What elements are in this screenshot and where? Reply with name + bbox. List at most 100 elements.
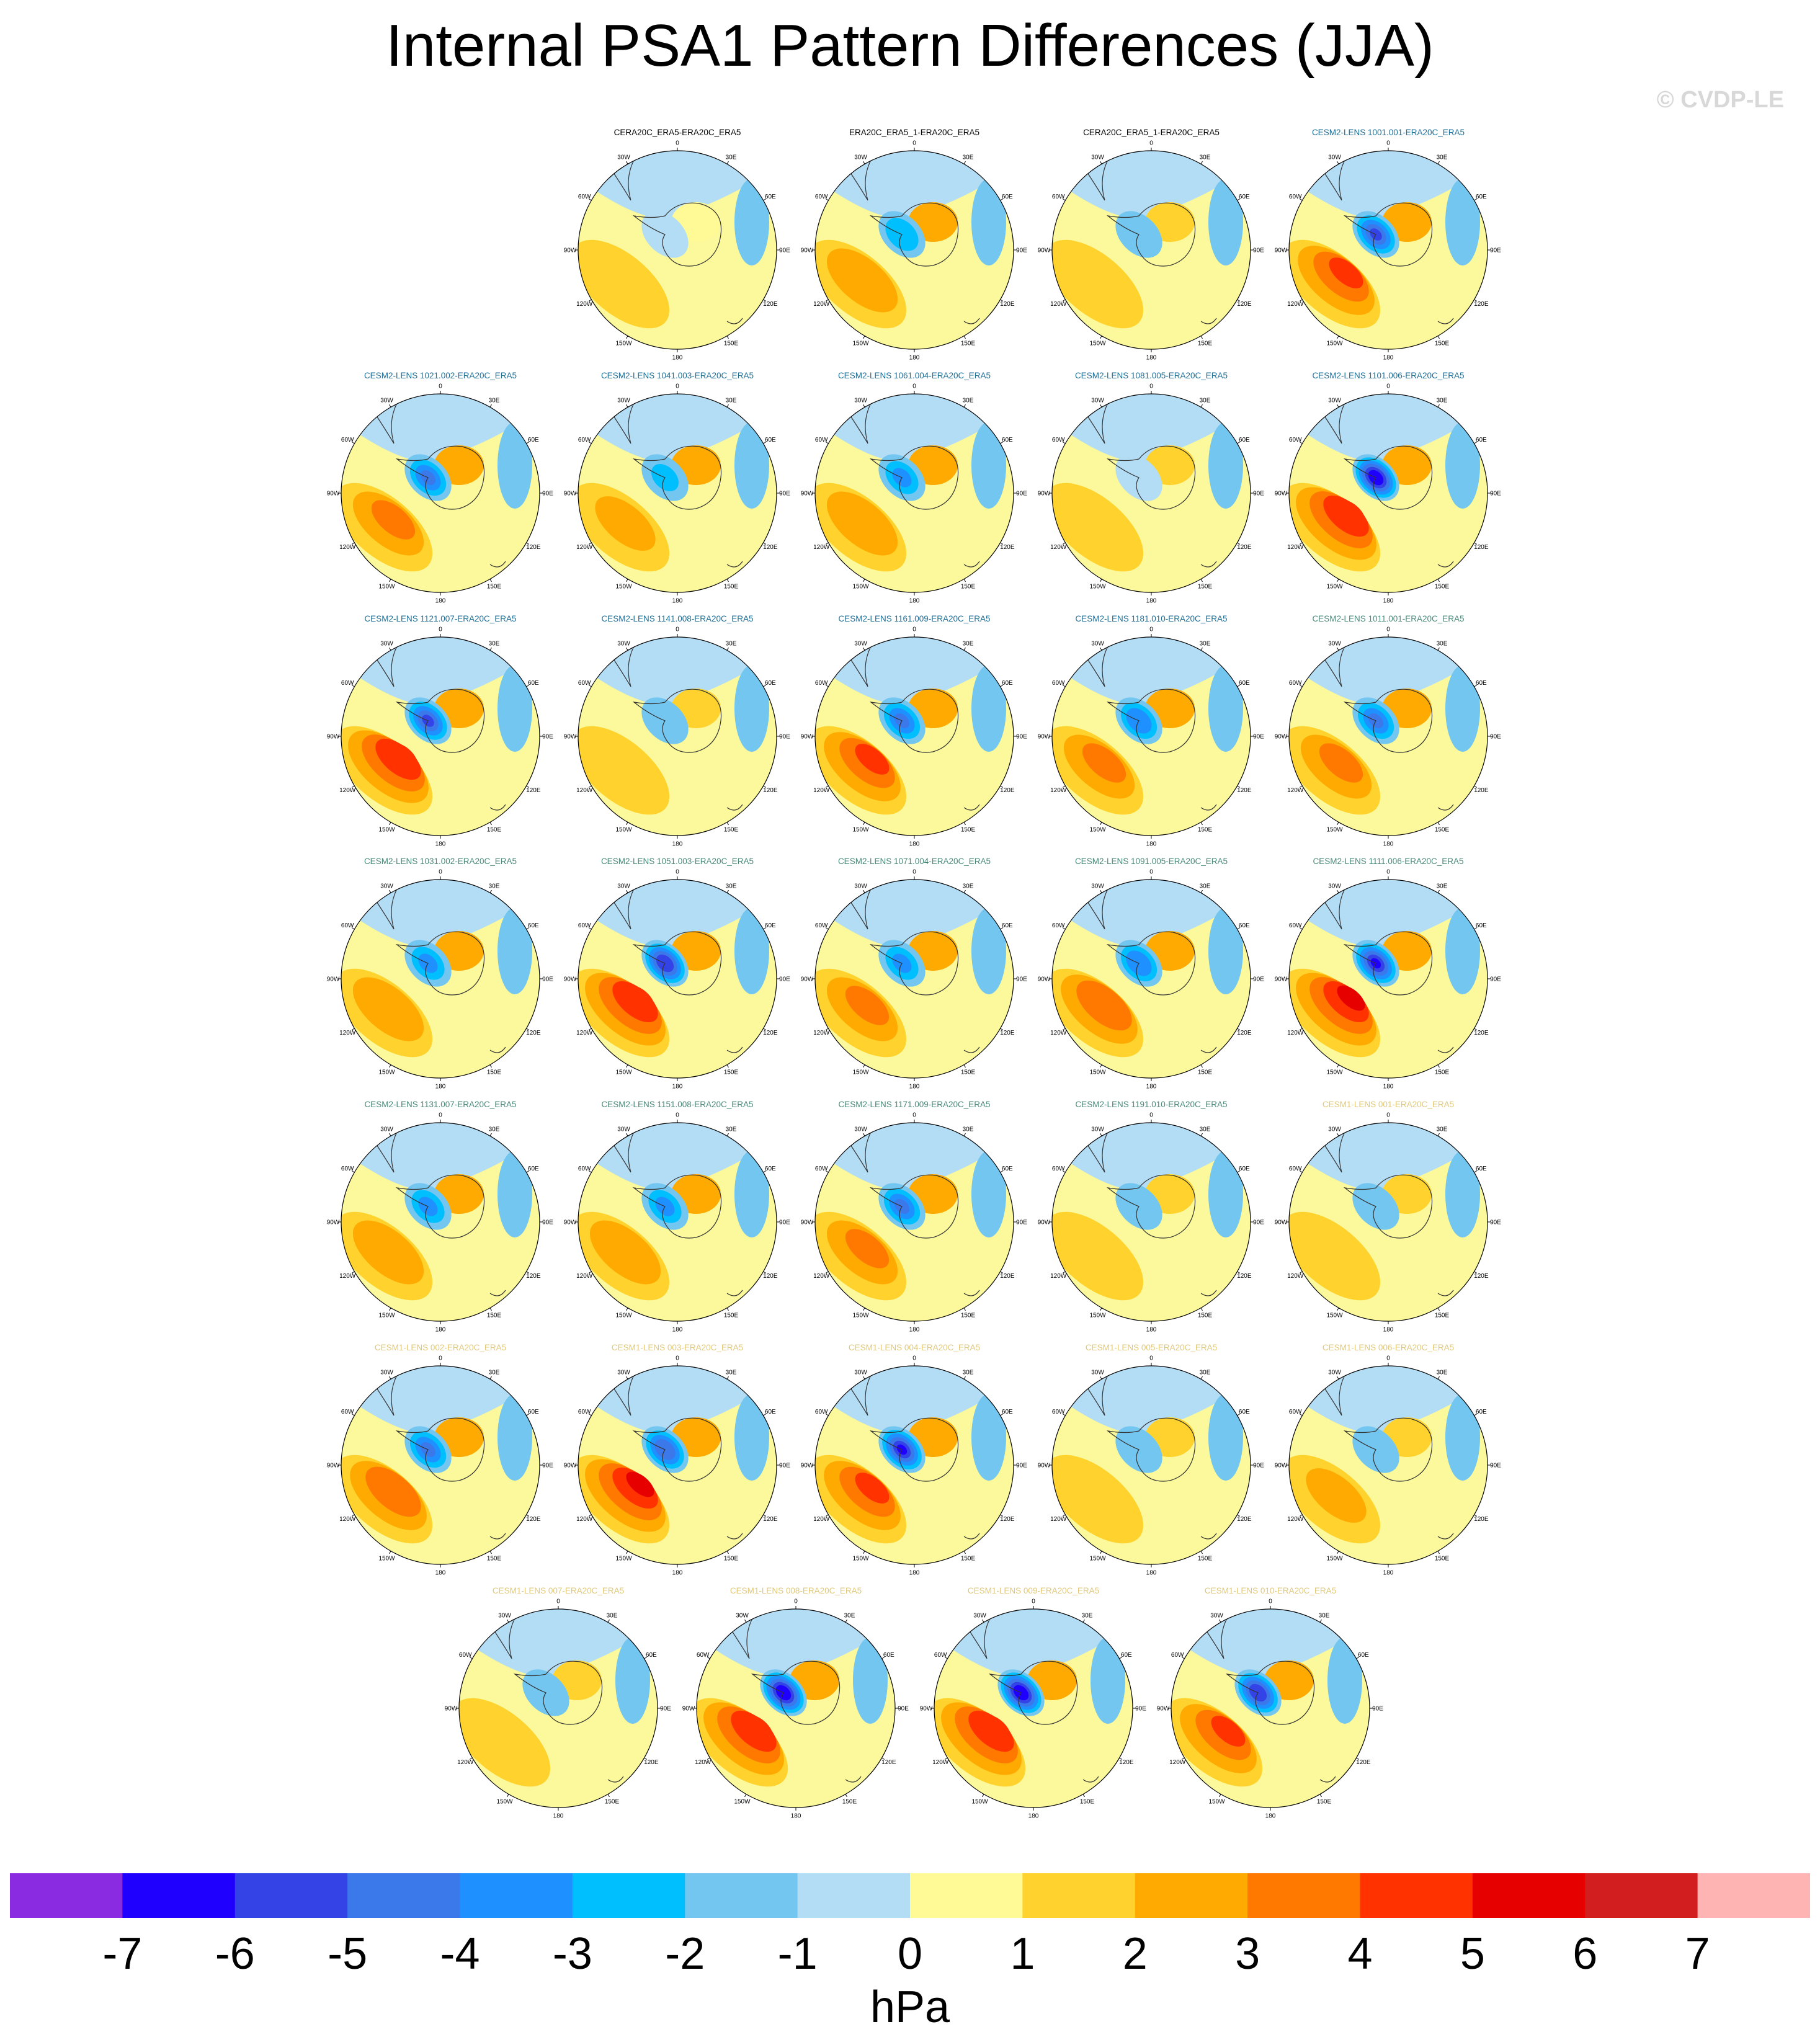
lon-tick [1237, 542, 1241, 545]
antarctica-coastline [1343, 445, 1433, 510]
lon-tick-label: 30W [1091, 398, 1104, 404]
lon-tick [1299, 927, 1303, 930]
lon-tick-label: 0 [439, 1112, 442, 1119]
lon-tick-label: 90W [1038, 734, 1051, 741]
lon-tick-label: 60E [1476, 1166, 1487, 1172]
lon-tick-label: 60W [697, 1652, 710, 1659]
polar-map: 0 30E 60E 90E 120E 150E 180 150W 120W 90W 60W 30W [564, 1112, 791, 1334]
lon-tick-label: 30E [489, 883, 500, 890]
lon-tick-label: 180 [909, 1084, 920, 1090]
lon-tick-label: 90E [1016, 491, 1027, 497]
lon-tick [1200, 404, 1203, 408]
lon-tick-label: 180 [553, 1813, 564, 1820]
lon-tick [1474, 1414, 1478, 1416]
lon-tick-label: 0 [439, 869, 442, 876]
lon-tick [1100, 1376, 1102, 1380]
lon-tick-label: 90W [327, 1463, 340, 1469]
lon-tick-label: 60W [1052, 194, 1065, 200]
lon-tick-label: 30E [1200, 154, 1211, 161]
lon-tick [626, 161, 628, 164]
lon-tick [1100, 1133, 1102, 1136]
lon-tick [626, 404, 628, 408]
lon-tick [1299, 1271, 1303, 1273]
lon-tick-label: 0 [1149, 626, 1153, 633]
lon-tick-label: 150W [852, 583, 869, 590]
positive-anomaly-contour [1337, 499, 1365, 525]
lon-tick [1437, 1308, 1440, 1311]
lon-tick-label: 120E [1356, 1759, 1371, 1766]
lon-tick [588, 542, 592, 545]
lon-tick [863, 336, 865, 339]
polar-map: 0 30E 60E 90E 120E 150E 180 150W 120W 90W 60W 30W [1275, 869, 1502, 1090]
panel-title: CESM1-LENS 006-ERA20C_ERA5 [1322, 1343, 1455, 1352]
lon-tick-label: 150E [487, 1312, 502, 1319]
lon-tick-label: 90E [1372, 1706, 1383, 1713]
lon-tick-label: 30W [380, 641, 393, 648]
colorbar-swatch [10, 1873, 123, 1918]
lon-tick [1062, 198, 1066, 201]
lon-tick [1000, 1514, 1004, 1517]
lon-tick-label: 120W [1287, 544, 1304, 551]
lon-tick [1474, 1514, 1478, 1517]
new-zealand-coastline [963, 561, 980, 568]
lon-tick-label: 90W [1038, 247, 1051, 254]
lon-tick [588, 1028, 592, 1030]
lon-tick-label: 0 [1269, 1598, 1272, 1605]
lon-tick-label: 150E [1080, 1798, 1095, 1805]
lon-tick-label: 90W [1275, 734, 1288, 741]
antarctica-coastline [1343, 931, 1433, 996]
lon-tick [825, 1271, 829, 1273]
lon-tick [626, 647, 628, 651]
field-weak-negative [615, 1637, 650, 1724]
lon-tick [489, 1308, 492, 1311]
map-panel: CESM2-LENS 1011.001-ERA20C_ERA5 0 30E 60E 90… [1275, 614, 1502, 848]
lon-tick-label: 60E [1358, 1652, 1369, 1659]
lon-tick [1082, 1619, 1085, 1623]
lon-tick-label: 120W [1050, 544, 1067, 551]
lon-tick [489, 647, 492, 651]
lon-tick-label: 30W [1328, 154, 1341, 161]
lon-tick-label: 30E [489, 398, 500, 404]
lon-tick [1299, 1170, 1303, 1173]
lon-tick [1437, 1133, 1440, 1136]
lon-tick [1000, 1170, 1004, 1173]
lon-tick-label: 30W [617, 1126, 630, 1133]
panel-title: CESM2-LENS 1071.004-ERA20C_ERA5 [837, 857, 991, 866]
lon-tick-label: 120E [881, 1759, 896, 1766]
lon-tick-label: 90E [1253, 976, 1264, 983]
lon-tick-label: 0 [676, 1112, 679, 1119]
lon-tick [1200, 336, 1203, 339]
lon-tick-label: 30W [498, 1613, 511, 1620]
lon-tick [1062, 1414, 1066, 1416]
lon-tick [1200, 1376, 1203, 1380]
lon-tick-label: 0 [912, 626, 916, 633]
colorbar-swatch [1247, 1873, 1360, 1918]
panel-title: CESM2-LENS 1001.001-ERA20C_ERA5 [1311, 128, 1465, 137]
field-weak-negative [971, 907, 1006, 994]
polar-map: 0 30E 60E 90E 120E 150E 180 150W 120W 90W 60W 30W [801, 140, 1028, 362]
lon-tick-label: 150E [961, 1069, 976, 1076]
lon-tick [588, 785, 592, 788]
lon-tick-label: 180 [1265, 1813, 1276, 1820]
field-weak-negative [1208, 179, 1243, 265]
lon-tick-label: 120W [813, 544, 830, 551]
lon-tick-label: 0 [1149, 1355, 1153, 1362]
lon-tick-label: 180 [909, 355, 920, 362]
lon-tick-label: 0 [1149, 1112, 1153, 1119]
lon-tick [626, 822, 628, 826]
lon-tick-label: 120E [763, 787, 778, 794]
colorbar-tick-label: 1 [1010, 1929, 1035, 1979]
lon-tick [489, 1376, 492, 1380]
lon-tick [1337, 1376, 1339, 1380]
lon-tick-label: 60E [765, 437, 776, 444]
lon-tick-label: 150W [852, 826, 869, 833]
lon-tick [1000, 198, 1004, 201]
new-zealand-coastline [489, 1533, 506, 1540]
lon-tick [351, 1414, 355, 1416]
lon-tick-label: 150W [615, 826, 632, 833]
panel-title: CESM2-LENS 1011.001-ERA20C_ERA5 [1312, 614, 1465, 623]
colorbar-swatch [572, 1873, 685, 1918]
lon-tick-label: 120E [763, 301, 778, 308]
antarctica-coastline [632, 689, 722, 753]
lon-tick-label: 60W [578, 922, 591, 929]
